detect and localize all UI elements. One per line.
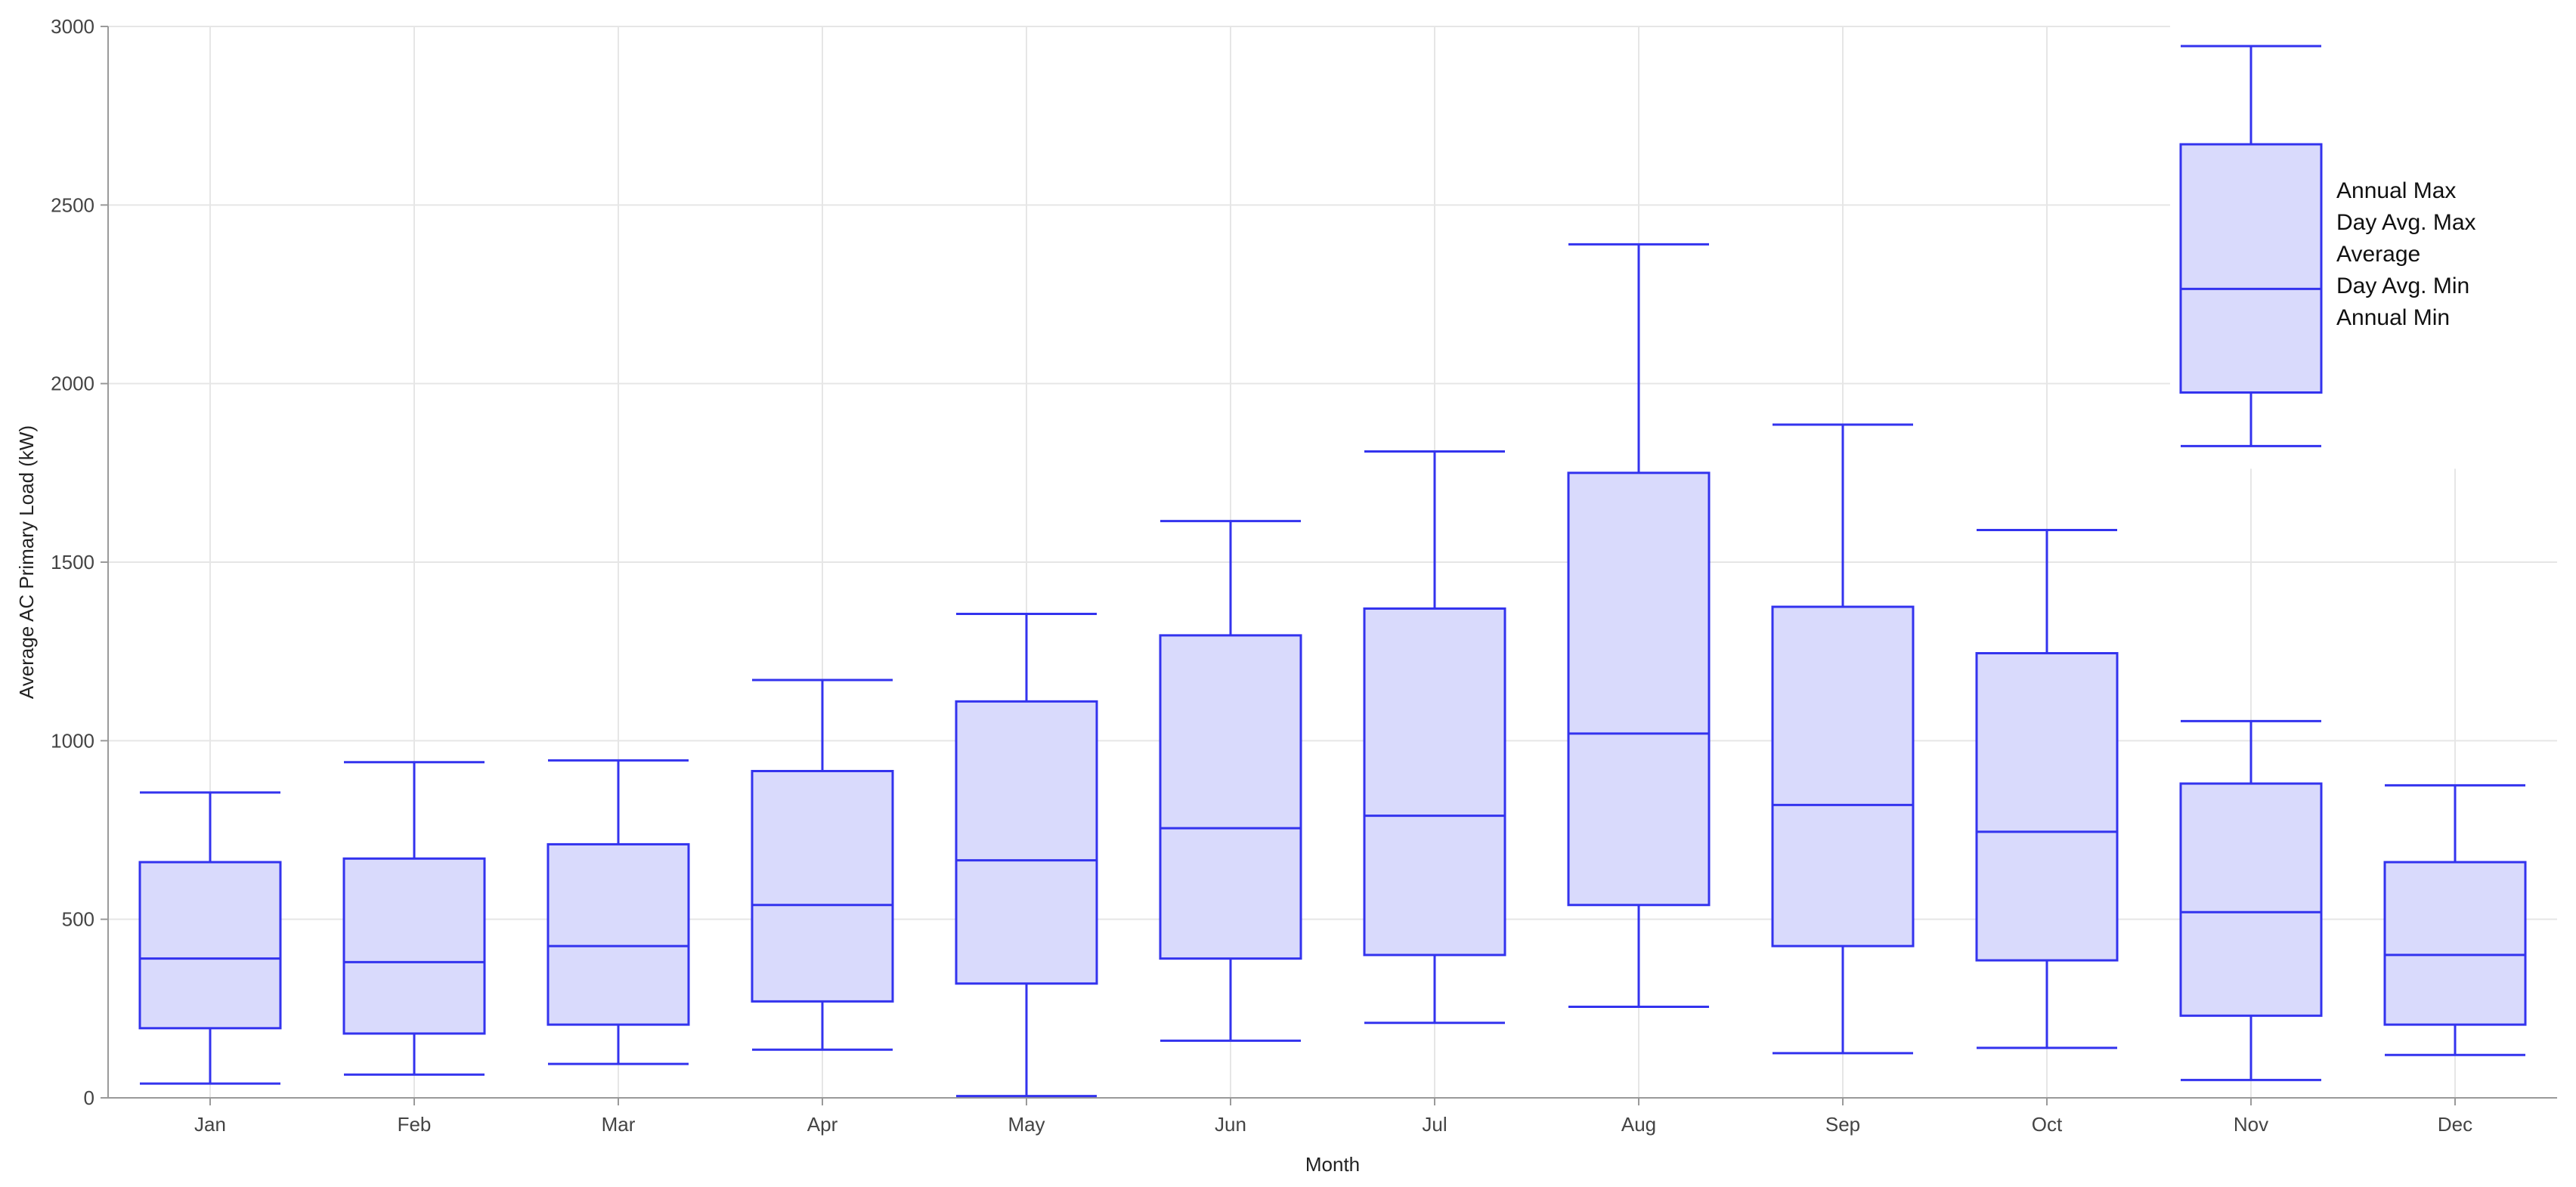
month-box-apr [751, 679, 894, 1051]
x-axis-title: Month [1305, 1153, 1360, 1176]
x-tick-label: Jun [1215, 1113, 1246, 1136]
x-tick-label: Nov [2234, 1113, 2268, 1136]
x-tick-label: Apr [807, 1113, 838, 1136]
day-avg-box [2179, 782, 2323, 1017]
legend-box-legend [2179, 45, 2323, 447]
month-box-feb [342, 761, 486, 1076]
x-tick-labels: Jan Feb Mar Apr May Jun Jul Aug Sep Oct Nov Dec [194, 1098, 2472, 1136]
legend-label: Annual Max [2336, 178, 2456, 203]
y-tick-label: 1500 [51, 551, 94, 573]
day-avg-box [1159, 634, 1302, 960]
month-box-nov [2179, 719, 2323, 1081]
y-tick-labels: 0 500 1000 1500 2000 2500 3000 [51, 15, 108, 1109]
month-box-oct [1975, 528, 2119, 1049]
day-avg-box [751, 770, 894, 1003]
y-tick-label: 500 [62, 908, 94, 931]
day-avg-box [955, 700, 1098, 985]
day-avg-box [342, 857, 486, 1035]
legend-label: Day Avg. Max [2336, 210, 2476, 235]
day-avg-box [1771, 605, 1915, 947]
day-avg-box [2179, 143, 2323, 394]
y-axis-title: Average AC Primary Load (kW) [15, 425, 38, 699]
legend: Annual Max Day Avg. Max Average Day Avg. Mi… [2170, 23, 2563, 469]
x-tick-label: Feb [398, 1113, 432, 1136]
y-tick-label: 2000 [51, 372, 94, 395]
x-tick-label: Jan [194, 1113, 226, 1136]
day-avg-box [1363, 607, 1506, 957]
day-avg-box [2383, 861, 2527, 1026]
x-tick-label: Oct [2032, 1113, 2063, 1136]
box-series [138, 243, 2527, 1098]
legend-label: Day Avg. Min [2336, 274, 2469, 298]
month-box-mar [546, 759, 690, 1065]
month-box-sep [1771, 423, 1915, 1055]
x-tick-label: Mar [602, 1113, 636, 1136]
x-tick-label: Jul [1422, 1113, 1447, 1136]
x-tick-label: Aug [1621, 1113, 1656, 1136]
month-box-jul [1363, 450, 1506, 1025]
month-box-dec [2383, 784, 2527, 1056]
legend-label: Annual Min [2336, 305, 2450, 330]
day-avg-box [138, 861, 282, 1030]
day-avg-box [546, 842, 690, 1026]
y-tick-label: 1000 [51, 729, 94, 752]
day-avg-box [1975, 652, 2119, 962]
y-tick-label: 2500 [51, 193, 94, 216]
day-avg-box [1567, 471, 1711, 907]
x-tick-label: Sep [1825, 1113, 1860, 1136]
x-tick-label: Dec [2438, 1113, 2472, 1136]
month-box-jan [138, 791, 282, 1085]
legend-label: Average [2336, 242, 2420, 267]
month-box-may [955, 613, 1098, 1098]
month-box-jun [1159, 520, 1302, 1042]
x-tick-label: May [1008, 1113, 1045, 1136]
y-tick-label: 0 [84, 1087, 94, 1109]
y-tick-label: 3000 [51, 15, 94, 38]
month-box-aug [1567, 243, 1711, 1008]
